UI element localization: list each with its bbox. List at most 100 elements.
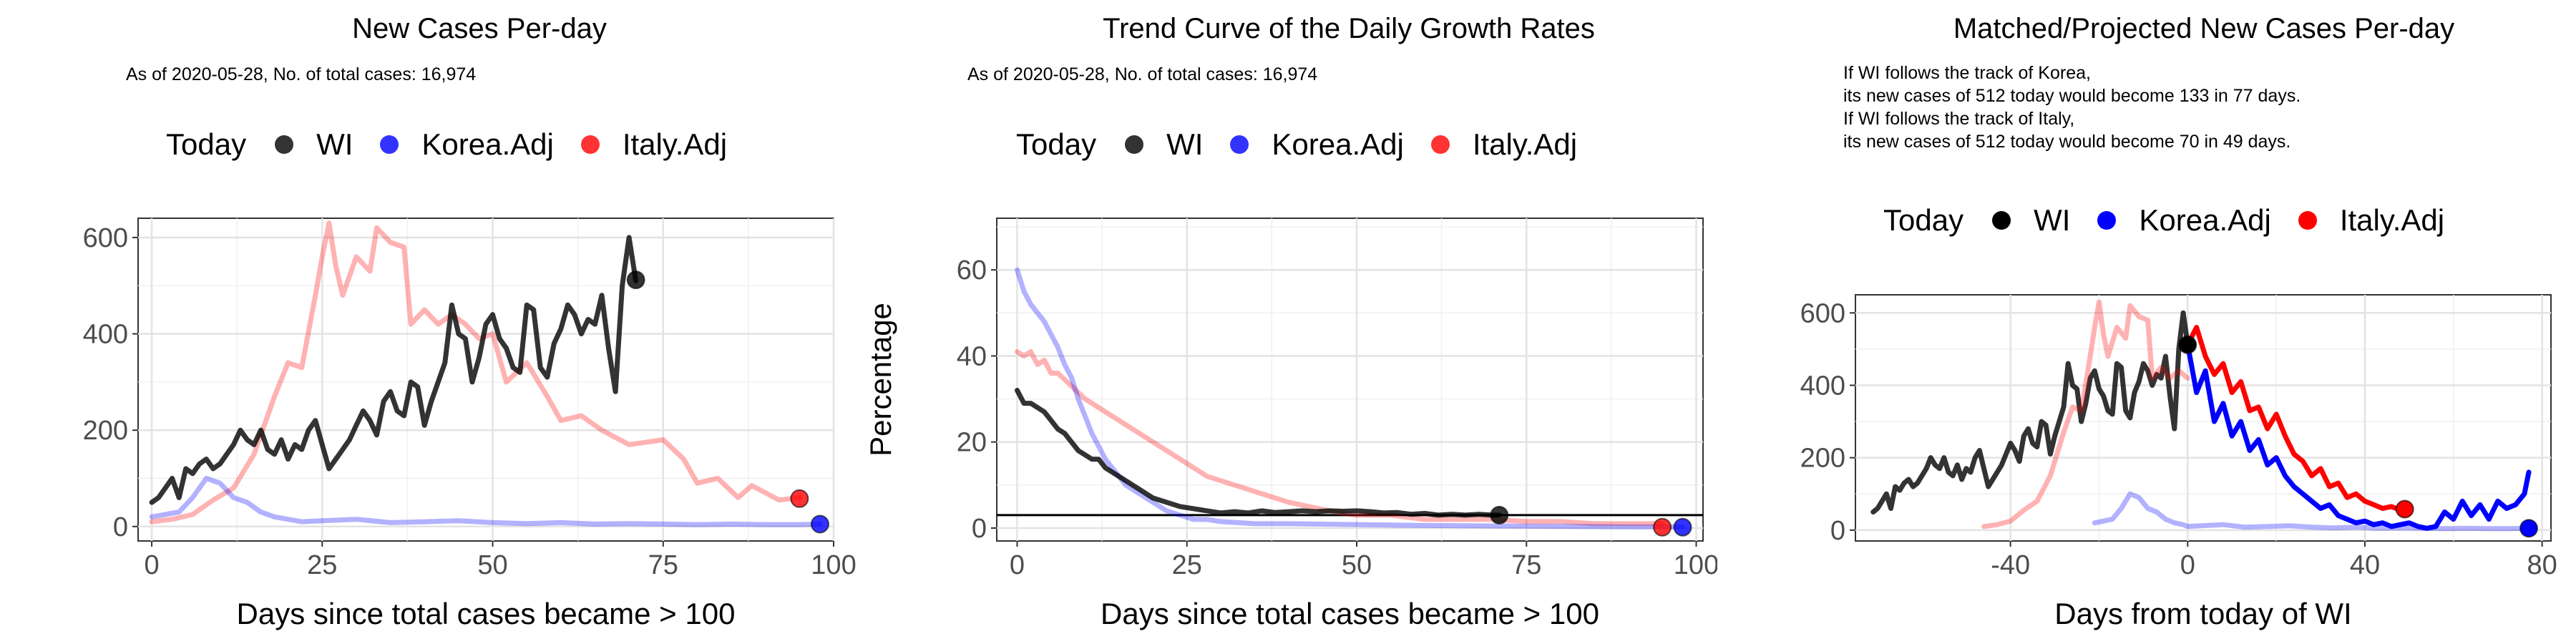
- x-tick-label: 75: [648, 550, 678, 580]
- series-line-wi: [1870, 310, 2190, 514]
- chart-legend: Today WI Korea.Adj Italy.Adj: [1016, 127, 1604, 162]
- today-marker-korea-adj: [1673, 517, 1692, 537]
- chart-panel-projected: Matched/Projected New Cases Per-day If W…: [1717, 0, 2576, 644]
- legend-title: Today: [1016, 127, 1097, 161]
- today-marker-italy-adj: [2395, 499, 2414, 519]
- chart-panel-new-cases: New Cases Per-day As of 2020-05-28, No. …: [0, 0, 859, 644]
- subtitle-line: its new cases of 512 today would become …: [1843, 132, 2291, 152]
- today-marker-italy-adj: [1653, 517, 1672, 537]
- chart-legend: Today WI Korea.Adj Italy.Adj: [166, 127, 754, 162]
- chart-title: Matched/Projected New Cases Per-day: [1953, 13, 2455, 44]
- legend-item-wi: WI: [275, 127, 353, 162]
- y-tick-label: 400: [83, 320, 128, 350]
- legend-label: Italy.Adj: [622, 127, 728, 161]
- x-tick-label: 50: [1342, 550, 1372, 580]
- legend-item-korea: Korea.Adj: [2097, 203, 2271, 238]
- y-tick-label: 0: [972, 514, 987, 544]
- legend-dot: [2298, 211, 2317, 230]
- chart-subtitle: If WI follows the track of Korea, its ne…: [1843, 62, 2301, 153]
- legend-label: Italy.Adj: [2339, 203, 2445, 237]
- plot-area: 0 25 50 75 100 0 200 400 600 Days since total cas…: [83, 218, 857, 630]
- legend-label: Korea.Adj: [2139, 203, 2271, 237]
- chart-title: Trend Curve of the Daily Growth Rates: [1103, 13, 1595, 44]
- subtitle-line: its new cases of 512 today would become …: [1843, 86, 2301, 106]
- chart-subtitle: As of 2020-05-28, No. of total cases: 16…: [967, 63, 1317, 86]
- y-tick-label: 400: [1800, 371, 1845, 401]
- today-marker-wi: [1490, 505, 1509, 525]
- x-tick-label: 25: [1172, 550, 1202, 580]
- y-tick-label: 60: [957, 255, 987, 286]
- legend-item-wi: WI: [1125, 127, 1203, 162]
- legend-label: Korea.Adj: [1272, 127, 1404, 161]
- plot-area: 0 25 50 75 100 0 20 40 60 Days since total cases …: [864, 218, 1717, 630]
- y-axis-label: Percentage: [864, 303, 897, 457]
- y-tick-label: 0: [1830, 516, 1845, 546]
- legend-item-italy: Italy.Adj: [2298, 203, 2444, 238]
- x-tick-label: 75: [1511, 550, 1541, 580]
- subtitle-line: If WI follows the track of Korea,: [1843, 63, 2091, 83]
- legend-dot: [580, 135, 600, 154]
- x-tick-label: 25: [307, 550, 337, 580]
- legend-item-korea: Korea.Adj: [380, 127, 554, 162]
- subtitle-line: As of 2020-05-28, No. of total cases: 16…: [967, 64, 1318, 84]
- y-tick-label: 200: [83, 416, 128, 446]
- x-tick-label: -40: [1991, 550, 2030, 580]
- x-axis-label: Days since total cases became > 100: [1101, 597, 1599, 630]
- x-tick-label: 0: [1010, 550, 1025, 580]
- legend-title: Today: [166, 127, 247, 161]
- x-tick-label: 100: [811, 550, 856, 580]
- series-line-korea-adj: [2185, 342, 2532, 531]
- x-tick-label: 80: [2527, 550, 2557, 580]
- chart-title: New Cases Per-day: [352, 13, 607, 44]
- plot-border: [1855, 294, 2552, 542]
- legend-label: WI: [316, 127, 353, 161]
- y-tick-label: 600: [83, 223, 128, 253]
- x-axis-label: Days since total cases became > 100: [237, 597, 736, 630]
- legend-label: WI: [2034, 203, 2071, 237]
- chart-panel-growth-rates: Trend Curve of the Daily Growth Rates As…: [859, 0, 1717, 644]
- legend-item-italy: Italy.Adj: [580, 127, 728, 162]
- legend-dot: [2097, 211, 2117, 230]
- subtitle-line: If WI follows the track of Italy,: [1843, 109, 2075, 129]
- legend-dot: [1125, 135, 1144, 154]
- series-line-italy-adj-matched: [1981, 299, 2190, 530]
- series-line-korea-adj: [149, 476, 823, 527]
- legend-item-wi: WI: [1992, 203, 2070, 238]
- legend-title: Today: [1883, 203, 1964, 237]
- legend-label: Italy.Adj: [1472, 127, 1578, 161]
- y-tick-label: 40: [957, 341, 987, 371]
- y-tick-label: 0: [113, 512, 128, 542]
- x-tick-label: 40: [2350, 550, 2380, 580]
- legend-dot: [1230, 135, 1249, 154]
- today-marker-wi: [626, 270, 645, 290]
- legend-dot: [380, 135, 399, 154]
- today-marker-wi: [2178, 335, 2197, 354]
- legend-dot: [275, 135, 294, 154]
- series-line-italy-adj: [2185, 325, 2408, 513]
- legend-dot: [1992, 211, 2011, 230]
- series-line-italy-adj: [149, 220, 802, 525]
- plot-area: -40 0 40 80 0 200 400 600 Days from today of WI: [1800, 294, 2557, 630]
- x-axis-label: Days from today of WI: [2054, 597, 2351, 630]
- y-tick-label: 600: [1800, 298, 1845, 328]
- today-marker-italy-adj: [790, 489, 809, 508]
- legend-dot: [1430, 135, 1450, 154]
- series-line-wi: [1015, 388, 1502, 518]
- legend-label: Korea.Adj: [421, 127, 554, 161]
- chart-subtitle: As of 2020-05-28, No. of total cases: 16…: [126, 63, 476, 86]
- series-line-italy-adj: [1015, 348, 1665, 527]
- x-tick-label: 0: [144, 550, 159, 580]
- plot-border: [137, 218, 834, 542]
- legend-item-italy: Italy.Adj: [1430, 127, 1578, 162]
- today-marker-korea-adj: [810, 514, 829, 534]
- today-marker-korea-adj: [2519, 519, 2539, 538]
- y-tick-label: 200: [1800, 444, 1845, 474]
- series-line-wi: [149, 235, 639, 505]
- legend-label: WI: [1166, 127, 1204, 161]
- x-tick-label: 100: [1674, 550, 1717, 580]
- y-tick-label: 20: [957, 428, 987, 458]
- plot-border: [996, 218, 1704, 542]
- chart-legend: Today WI Korea.Adj Italy.Adj: [1883, 203, 2472, 238]
- x-tick-label: 0: [2180, 550, 2195, 580]
- legend-item-korea: Korea.Adj: [1230, 127, 1404, 162]
